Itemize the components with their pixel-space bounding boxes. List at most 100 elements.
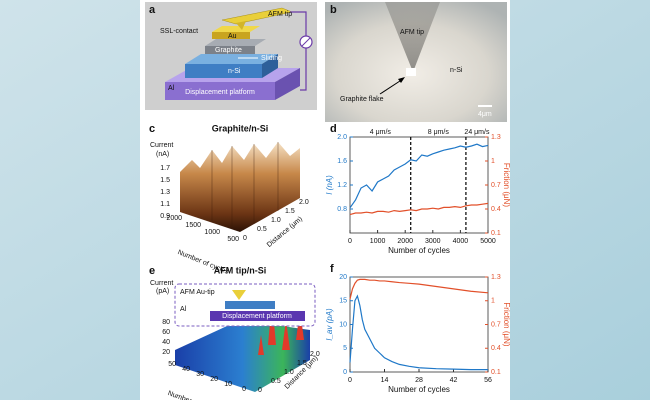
- cycle-tick-label: 0: [242, 386, 246, 393]
- y2-tick-label: 1.3: [491, 134, 501, 141]
- label: n-Si: [450, 67, 463, 74]
- series-line: [349, 202, 489, 216]
- series-line: [349, 143, 489, 209]
- z-label: Current: [150, 280, 173, 287]
- label: SSL-contact: [160, 28, 198, 35]
- y-tick-label: 15: [339, 298, 347, 305]
- y2-tick-label: 1: [491, 298, 495, 305]
- tip: [236, 21, 246, 30]
- nsi-top: [185, 54, 278, 64]
- platform-side: [275, 68, 300, 100]
- distance-tick-label: 0: [243, 235, 247, 242]
- y-tick-label: 2.0: [337, 134, 347, 141]
- inset-nsi: [225, 301, 275, 309]
- y2-tick-label: 0.1: [491, 369, 501, 376]
- distance-tick-label: 1.0: [271, 217, 281, 224]
- cycle-tick-label: 50: [168, 361, 176, 368]
- z-tick-label: 80: [162, 319, 170, 326]
- panel-label: e: [149, 265, 155, 277]
- au-top: [212, 26, 260, 32]
- annotation: 24 μm/s: [464, 129, 490, 136]
- series-line: [349, 278, 489, 300]
- cycle-tick-label: 10: [224, 381, 232, 388]
- z-label: Current: [150, 142, 173, 149]
- label: Graphite: [215, 47, 242, 54]
- y2-tick-label: 0.7: [491, 321, 501, 328]
- y2-tick-label: 0.7: [491, 182, 501, 189]
- au-front: [212, 32, 250, 39]
- panel-label: c: [149, 123, 155, 135]
- cycle-tick-label: 40: [182, 366, 190, 373]
- z-label: (nA): [156, 151, 169, 158]
- x-tick-label: 3000: [425, 238, 441, 245]
- x-tick-label: 5000: [480, 238, 496, 245]
- flake: [406, 68, 416, 76]
- label: AFM tip: [268, 11, 292, 18]
- y-tick-label: 1.2: [337, 182, 347, 189]
- panel-a: a AFM tip SSL-contact Au Graphite Slidin…: [145, 2, 317, 110]
- z-label: (pA): [156, 288, 169, 295]
- z-tick-label: 1.1: [160, 201, 170, 208]
- x-tick-label: 4000: [453, 238, 469, 245]
- graphite-top: [205, 39, 266, 46]
- x-tick-label: 28: [415, 377, 423, 384]
- label: Sliding: [261, 55, 282, 62]
- cycle-tick-label: 2000: [166, 215, 182, 222]
- x-axis-label: Number of cycles: [388, 385, 450, 394]
- distance-tick-label: 0.5: [257, 226, 267, 233]
- label: Au: [228, 33, 237, 40]
- y2-tick-label: 0.4: [491, 206, 501, 213]
- graphite-front: [205, 46, 255, 54]
- z-tick-label: 60: [162, 329, 170, 336]
- nsi-side: [262, 54, 278, 78]
- panel-label: f: [330, 263, 334, 275]
- z-tick-label: 1.3: [160, 189, 170, 196]
- y-axis-label: I (nA): [325, 175, 334, 195]
- panel-title: Graphite/n-Si: [212, 123, 269, 133]
- afm-tip-shadow: [385, 2, 440, 72]
- distance-tick-label: 0.5: [271, 378, 281, 385]
- label: Al: [180, 306, 187, 313]
- annotation: 4 μm/s: [370, 129, 392, 136]
- label: Al: [168, 85, 175, 92]
- distance-tick-label: 2.0: [299, 199, 309, 206]
- x-tick-label: 1000: [370, 238, 386, 245]
- panel-label: b: [330, 4, 337, 16]
- distance-tick-label: 1.5: [297, 360, 307, 367]
- circuit-wire: [290, 11, 307, 91]
- panel-label: d: [330, 123, 337, 135]
- cycle-tick-label: 1500: [185, 222, 201, 229]
- z-tick-label: 1.5: [160, 177, 170, 184]
- panel-b: b AFM tip n-Si Graphite flake 4μm: [325, 2, 507, 122]
- y-axis-label: I_av (pA): [325, 308, 334, 341]
- y-tick-label: 10: [339, 321, 347, 328]
- surface: [175, 320, 310, 392]
- panel-title: AFM tip/n-Si: [214, 265, 267, 275]
- x-axis-label: Number of cycles: [388, 246, 450, 255]
- meter-needle: [301, 37, 311, 47]
- z-tick-label: 40: [162, 339, 170, 346]
- label: AFM tip: [400, 29, 424, 36]
- label: AFM Au-tip: [180, 289, 215, 296]
- y-tick-label: 5: [343, 345, 347, 352]
- x-tick-label: 56: [484, 377, 492, 384]
- x-tick-label: 0: [348, 377, 352, 384]
- distance-tick-label: 2.0: [310, 351, 320, 358]
- y2-axis-label: Friction (μN): [502, 163, 511, 208]
- x-tick-label: 2000: [397, 238, 413, 245]
- arrow: [379, 78, 404, 95]
- z-tick-label: 1.7: [160, 165, 170, 172]
- cycle-tick-label: 20: [210, 376, 218, 383]
- distance-tick-label: 0: [258, 387, 262, 394]
- label: n-Si: [228, 68, 241, 75]
- surface: [180, 142, 300, 232]
- label: Displacement platform: [185, 89, 255, 96]
- y2-tick-label: 1: [491, 158, 495, 165]
- distance-tick-label: 1.0: [284, 369, 294, 376]
- series-line: [349, 294, 488, 371]
- label: Displacement platform: [222, 313, 292, 320]
- z-tick-label: 20: [162, 349, 170, 356]
- y-tick-label: 1.6: [337, 158, 347, 165]
- label: Graphite flake: [340, 96, 384, 103]
